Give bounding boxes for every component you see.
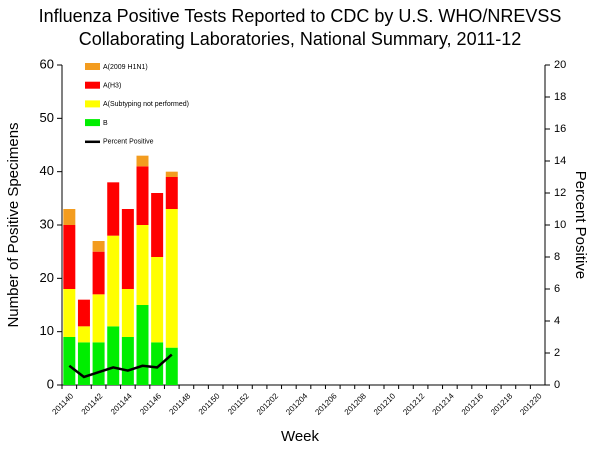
y-tick-label: 0 [47, 376, 54, 391]
y-tick-label: 20 [40, 270, 54, 285]
bar-segment [63, 337, 76, 385]
y-tick-label: 40 [40, 163, 54, 178]
y-tick-label: 10 [40, 323, 54, 338]
legend-label: A(Subtyping not performed) [103, 101, 189, 108]
y2-tick-label: 10 [554, 219, 566, 231]
y2-tick-label: 18 [554, 91, 566, 103]
chart-title: Collaborating Laboratories, National Sum… [79, 29, 522, 49]
y2-tick-label: 16 [554, 123, 566, 135]
bar-segment [136, 225, 149, 305]
bar-segment [77, 342, 90, 385]
bar-segment [107, 235, 120, 327]
y2-axis-label: Percent Positive [572, 171, 589, 279]
legend-swatch [85, 63, 100, 70]
bar-segment [121, 289, 134, 337]
bar-segment [77, 326, 90, 343]
bar-segment [63, 289, 76, 337]
bar-segment [121, 337, 134, 385]
bar-segment [165, 177, 178, 209]
y2-tick-label: 2 [554, 347, 560, 359]
y2-tick-label: 20 [554, 59, 566, 71]
legend-label: B [103, 120, 108, 127]
y2-tick-label: 0 [554, 379, 560, 391]
chart-title: Influenza Positive Tests Reported to CDC… [39, 6, 562, 26]
bar-segment [151, 257, 164, 343]
bar-segment [136, 166, 149, 225]
legend-swatch [85, 100, 100, 108]
y2-tick-label: 6 [554, 283, 560, 295]
y2-tick-label: 14 [554, 155, 566, 167]
legend-swatch [85, 81, 100, 89]
y2-tick-label: 4 [554, 315, 560, 327]
legend-label: Percent Positive [103, 139, 154, 146]
legend-label: A(2009 H1N1) [103, 64, 148, 71]
bar-segment [92, 342, 105, 385]
bar-segment [136, 155, 149, 167]
bar-segment [107, 326, 120, 385]
bar-segment [92, 251, 105, 295]
legend-swatch [85, 119, 100, 127]
y-tick-label: 50 [40, 110, 54, 125]
bar-segment [77, 299, 90, 327]
bar-segment [151, 342, 164, 385]
bar-segment [63, 209, 76, 225]
y2-tick-label: 12 [554, 187, 566, 199]
y-axis-label: Number of Positive Specimens [5, 122, 22, 327]
bar-segment [63, 225, 76, 289]
line-series [68, 353, 173, 379]
y-tick-label: 60 [40, 56, 54, 71]
bar-segment [107, 182, 120, 236]
bar-segment [165, 347, 178, 385]
x-axis-label: Week [281, 428, 320, 445]
y-tick-label: 30 [40, 216, 54, 231]
bar-segment [92, 241, 105, 252]
bar-segment [165, 209, 178, 348]
y2-tick-label: 8 [554, 251, 560, 263]
bar-segment [92, 294, 105, 343]
legend-label: A(H3) [103, 83, 121, 90]
bar-segment [151, 193, 164, 257]
bar-segment [165, 171, 178, 177]
bar-segment [136, 305, 149, 385]
bar-segment [121, 209, 134, 289]
